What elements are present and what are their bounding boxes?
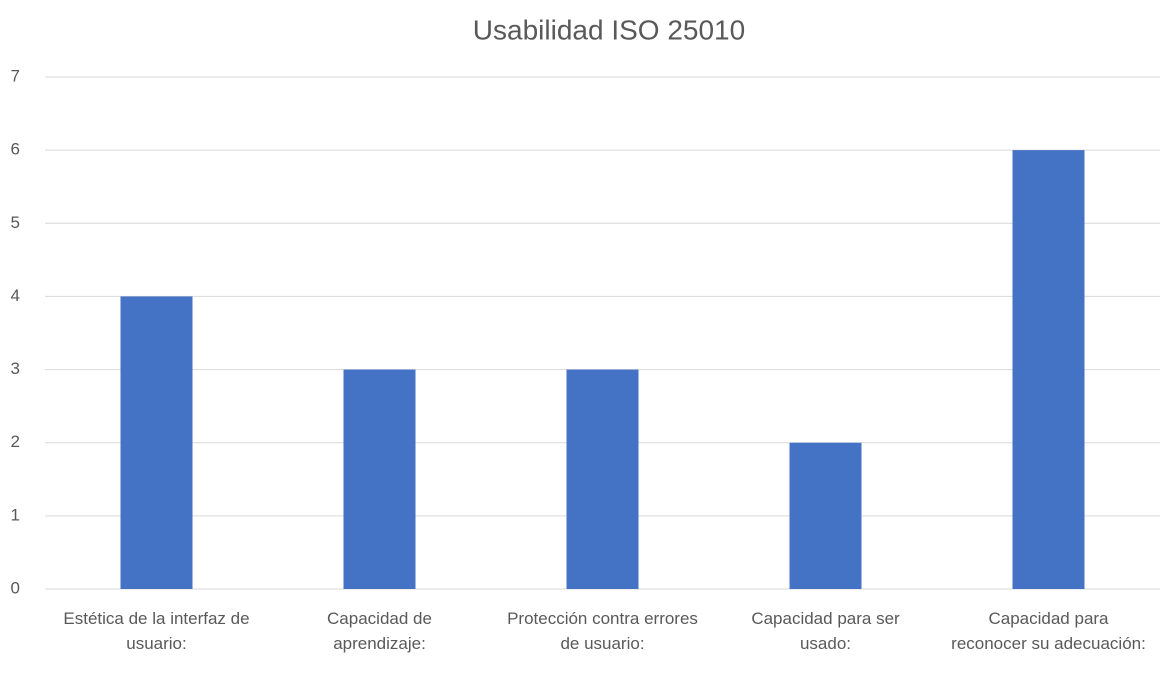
bar: [566, 369, 639, 589]
y-tick-label: 2: [11, 432, 20, 451]
x-tick-label: Capacidad para ser usado:: [751, 609, 900, 653]
chart-title: Usabilidad ISO 25010: [473, 14, 745, 45]
y-tick-label: 0: [11, 578, 20, 597]
y-tick-label: 1: [11, 505, 20, 524]
bar: [120, 296, 193, 589]
y-tick-label: 7: [11, 66, 20, 85]
bar: [789, 442, 862, 589]
y-tick-label: 6: [11, 140, 20, 159]
bar: [343, 369, 416, 589]
x-tick-label: Estética de la interfaz de usuario:: [63, 609, 250, 653]
x-tick-label: Protección contra errores de usuario:: [507, 609, 698, 653]
y-tick-label: 4: [11, 286, 20, 305]
y-tick-label: 5: [11, 213, 20, 232]
bar: [1012, 150, 1085, 589]
y-tick-label: 3: [11, 359, 20, 378]
x-tick-label: Capacidad para reconocer su adecuación:: [951, 609, 1146, 653]
x-tick-label: Capacidad de aprendizaje:: [327, 609, 432, 653]
